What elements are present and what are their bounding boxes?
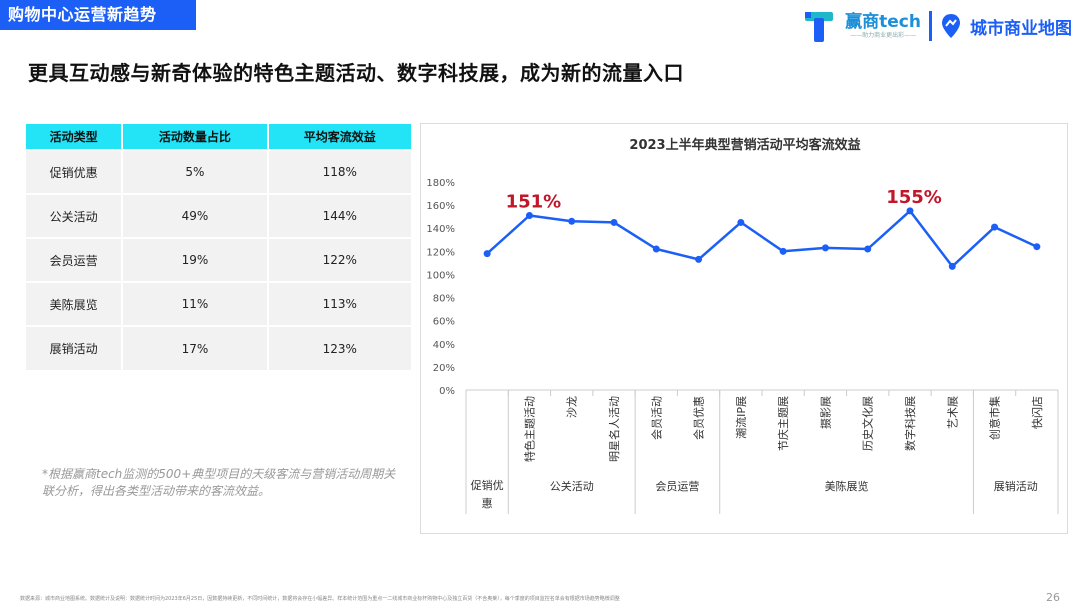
table-cell: 5% — [122, 149, 269, 194]
group-label: 会员运营 — [655, 479, 699, 493]
data-point — [483, 250, 491, 258]
data-point — [1033, 243, 1041, 251]
table-cell: 会员运营 — [26, 237, 124, 282]
table-cell: 123% — [267, 325, 411, 370]
footnote: *根据赢商tech监测的500+典型项目的天级客流与营销活动周期关联分析，得出各… — [42, 467, 396, 498]
section-tag: 购物中心运营新趋势 — [0, 0, 196, 30]
table-row: 美陈展览 11% 113% — [26, 281, 411, 326]
data-point — [652, 245, 660, 253]
y-tick-label: 100% — [426, 270, 455, 281]
page-title: 更具互动感与新奇体验的特色主题活动、数字科技展，成为新的流量入口 — [28, 61, 684, 85]
x-tick-label: 会员活动 — [650, 396, 663, 440]
data-label: 155% — [886, 187, 942, 208]
table-cell: 展销活动 — [26, 325, 124, 370]
group-label: 公关活动 — [550, 479, 594, 493]
table-cell: 122% — [267, 237, 411, 282]
data-point — [695, 255, 703, 263]
x-tick-label: 摄影展 — [818, 396, 832, 429]
table-cell: 49% — [122, 193, 269, 238]
data-point — [991, 223, 999, 231]
x-tick-label: 节庆主题展 — [776, 396, 790, 451]
x-tick-label: 沙龙 — [566, 396, 579, 418]
data-point — [821, 244, 829, 252]
y-tick-label: 40% — [433, 340, 455, 351]
table-header: 活动类型 — [26, 124, 124, 150]
data-point — [568, 217, 576, 225]
data-point — [737, 218, 745, 226]
x-tick-label: 潮流IP展 — [734, 396, 748, 439]
table-cell: 11% — [122, 281, 269, 326]
x-tick-label: 创意市集 — [988, 396, 1002, 440]
x-tick-label: 特色主题活动 — [522, 396, 536, 462]
x-tick-label: 明星名人活动 — [607, 396, 621, 462]
map-pin-icon — [942, 14, 960, 38]
data-point — [525, 212, 533, 220]
group-label: 美陈展览 — [825, 479, 869, 493]
data-point — [779, 247, 787, 255]
source-note: 数据来源：城市商业地图系统。数据统计及说明：数据统计时间为2023年6月25日，… — [20, 596, 620, 602]
table-cell: 19% — [122, 237, 269, 282]
data-point — [948, 262, 956, 270]
table-row: 公关活动 49% 144% — [26, 193, 411, 238]
x-tick-label: 数字科技展 — [903, 396, 917, 451]
table-cell: 17% — [122, 325, 269, 370]
y-tick-label: 0% — [439, 386, 455, 397]
y-tick-label: 160% — [426, 201, 455, 212]
x-tick-label: 会员优惠 — [692, 396, 706, 440]
x-tick-label: 历史文化展 — [861, 396, 875, 451]
group-label: 展销活动 — [994, 479, 1038, 493]
data-point — [906, 207, 914, 215]
table-row: 展销活动 17% 123% — [26, 325, 411, 370]
x-tick-label: 快闪店 — [1030, 396, 1044, 429]
yingshang-logo-sub: ——助力商业更出彩—— — [850, 31, 917, 39]
data-label: 151% — [506, 192, 562, 213]
table-cell: 公关活动 — [26, 193, 124, 238]
table-cell: 118% — [267, 149, 411, 194]
data-point — [610, 218, 618, 226]
table-header-row: 活动类型 活动数量占比 平均客流效益 — [26, 124, 411, 150]
table-row: 会员运营 19% 122% — [26, 237, 411, 282]
data-point — [864, 245, 872, 253]
table-cell: 144% — [267, 193, 411, 238]
y-tick-label: 80% — [433, 294, 455, 305]
yingshang-logo-icon — [801, 8, 837, 44]
page-number: 26 — [1046, 591, 1060, 604]
city-map-logo-text: 城市商业地图 — [970, 18, 1072, 39]
line-chart-panel: 2023上半年典型营销活动平均客流效益 0% 20% 40% 60% 80% 100% 120… — [420, 123, 1068, 534]
y-tick-label: 20% — [433, 363, 455, 374]
line-chart: 2023上半年典型营销活动平均客流效益 0% 20% 40% 60% 80% 100% 120… — [426, 137, 1059, 514]
table-header: 活动数量占比 — [122, 124, 269, 150]
table-cell: 美陈展览 — [26, 281, 124, 326]
y-tick-label: 60% — [433, 317, 455, 328]
group-label: 惠 — [482, 496, 493, 510]
yingshang-logo-text: 赢商tech ——助力商业更出彩—— — [845, 11, 921, 39]
table-header: 平均客流效益 — [267, 124, 411, 150]
table-cell: 113% — [267, 281, 411, 326]
activity-stats-table: 活动类型 活动数量占比 平均客流效益 促销优惠 5% 118% 公关活动 49%… — [26, 124, 411, 370]
x-tick-label: 艺术展 — [946, 396, 959, 429]
y-tick-label: 180% — [426, 178, 455, 189]
logo-divider — [929, 11, 932, 41]
series-line — [486, 209, 1038, 268]
group-label: 促销优 — [471, 478, 504, 492]
y-tick-label: 140% — [426, 224, 455, 235]
y-tick-label: 120% — [426, 247, 455, 258]
table-row: 促销优惠 5% 118% — [26, 149, 411, 194]
chart-title: 2023上半年典型营销活动平均客流效益 — [629, 137, 860, 153]
brand-logos: 赢商tech ——助力商业更出彩—— 城市商业地图 — [801, 6, 1072, 46]
table-cell: 促销优惠 — [26, 149, 124, 194]
